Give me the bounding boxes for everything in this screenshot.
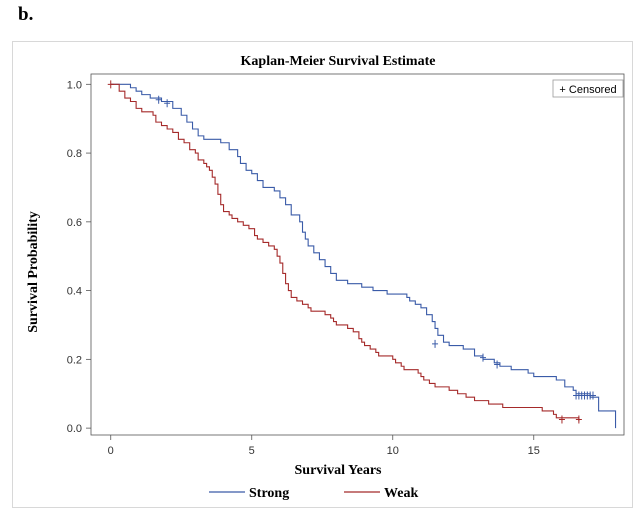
legend-label-strong: Strong bbox=[249, 486, 289, 501]
censor-mark bbox=[589, 391, 596, 400]
chart-title: Kaplan-Meier Survival Estimate bbox=[241, 54, 436, 69]
legend-label-weak: Weak bbox=[384, 486, 418, 501]
censor-legend-box bbox=[552, 79, 624, 98]
series-weak bbox=[107, 80, 582, 424]
y-tick-label: 0.6 bbox=[67, 217, 82, 229]
x-axis-ticks: 0 5 10 15 bbox=[108, 435, 540, 457]
x-axis-title: Survival Years bbox=[295, 463, 383, 478]
kaplan-meier-chart: Kaplan-Meier Survival Estimate 0.0 0.2 0.4… bbox=[26, 54, 625, 501]
censor-legend-label: + Censored bbox=[559, 84, 616, 96]
y-tick-label: 0.2 bbox=[67, 354, 82, 366]
censor-mark bbox=[155, 95, 162, 104]
survival-curve-weak bbox=[110, 83, 580, 422]
survival-curve-strong bbox=[110, 83, 617, 429]
panel-label: b. bbox=[18, 4, 34, 25]
axes bbox=[90, 73, 625, 436]
series-strong bbox=[110, 83, 617, 429]
series-layer bbox=[107, 80, 617, 429]
x-tick-label: 10 bbox=[387, 445, 399, 457]
series-legend: Strong Weak bbox=[209, 486, 418, 501]
y-tick-label: 0.0 bbox=[67, 423, 82, 435]
y-tick-label: 0.4 bbox=[67, 286, 82, 298]
x-tick-label: 15 bbox=[528, 445, 540, 457]
y-axis-ticks: 0.0 0.2 0.4 0.6 0.8 1.0 bbox=[67, 79, 91, 435]
censor-mark bbox=[432, 339, 439, 348]
censor-legend: + Censored bbox=[552, 79, 624, 98]
censor-mark bbox=[575, 415, 582, 424]
plot-frame: Kaplan-Meier Survival Estimate 0.0 0.2 0.4… bbox=[12, 41, 633, 508]
y-axis-title: Survival Probability bbox=[26, 211, 41, 332]
censor-mark bbox=[107, 80, 114, 89]
plot-area-border bbox=[90, 73, 625, 436]
censor-mark bbox=[164, 99, 171, 108]
y-tick-label: 0.8 bbox=[67, 148, 82, 160]
x-tick-label: 0 bbox=[108, 445, 114, 457]
x-tick-label: 5 bbox=[249, 445, 255, 457]
censor-mark bbox=[558, 415, 565, 424]
censor-mark bbox=[494, 360, 501, 369]
censor-mark bbox=[479, 353, 486, 362]
y-tick-label: 1.0 bbox=[67, 79, 82, 91]
